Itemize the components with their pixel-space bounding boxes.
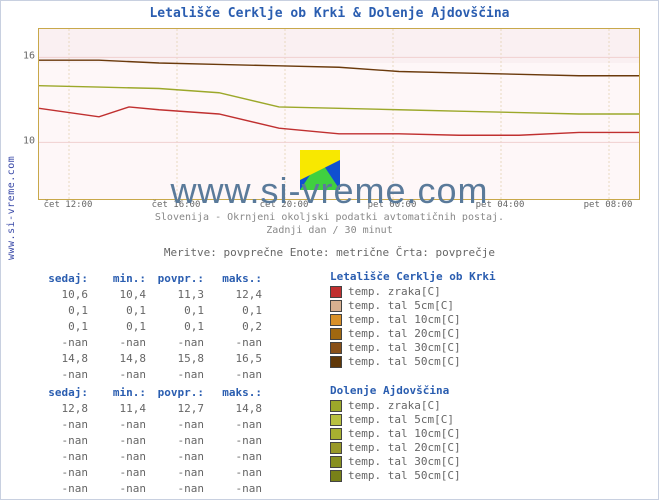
legend-label: temp. tal 10cm[C]	[348, 427, 461, 441]
watermark-icon	[300, 150, 340, 190]
col-povpr: povpr.:	[156, 386, 212, 400]
table-row: 0,10,10,10,1	[40, 304, 270, 318]
table-row: -nan-nan-nan-nan	[40, 434, 270, 448]
legend-row: temp. tal 20cm[C]	[330, 441, 461, 455]
legend-row: temp. tal 20cm[C]	[330, 327, 496, 341]
legend-swatch	[330, 400, 342, 412]
legend-label: temp. zraka[C]	[348, 399, 441, 413]
col-maks: maks.:	[214, 272, 270, 286]
meta-line: Meritve: povprečne Enote: metrične Črta:…	[0, 246, 659, 259]
legend-row: temp. tal 50cm[C]	[330, 469, 461, 483]
legend-swatch	[330, 470, 342, 482]
col-min: min.:	[98, 386, 154, 400]
legend-row: temp. tal 10cm[C]	[330, 313, 496, 327]
legend-swatch	[330, 300, 342, 312]
table-row: -nan-nan-nan-nan	[40, 418, 270, 432]
x-tick: čet 20:00	[260, 200, 309, 210]
legend-swatch	[330, 414, 342, 426]
legend-swatch	[330, 342, 342, 354]
y-tick: 10	[23, 136, 35, 147]
x-tick: pet 04:00	[476, 200, 525, 210]
col-min: min.:	[98, 272, 154, 286]
table-row: -nan-nan-nan-nan	[40, 482, 270, 496]
legend-swatch	[330, 286, 342, 298]
legend-swatch	[330, 428, 342, 440]
table-row: 12,811,412,714,8	[40, 402, 270, 416]
col-sedaj: sedaj:	[40, 386, 96, 400]
legend-row: temp. tal 5cm[C]	[330, 299, 496, 313]
legend-row: temp. tal 30cm[C]	[330, 455, 461, 469]
table-row: -nan-nan-nan-nan	[40, 450, 270, 464]
legend-swatch	[330, 314, 342, 326]
legend-swatch	[330, 456, 342, 468]
y-tick: 16	[23, 51, 35, 62]
station1-table: sedaj: min.: povpr.: maks.: 10,610,411,3…	[38, 270, 272, 384]
x-tick: čet 12:00	[44, 200, 93, 210]
x-tick: pet 08:00	[584, 200, 633, 210]
chart-title: Letališče Cerklje ob Krki & Dolenje Ajdo…	[0, 6, 659, 21]
legend-label: temp. tal 20cm[C]	[348, 441, 461, 455]
footer-range: Zadnji dan / 30 minut	[0, 225, 659, 236]
station-name: Dolenje Ajdovščina	[330, 384, 461, 398]
footer-source: Slovenija - Okrnjeni okoljski podatki av…	[0, 212, 659, 223]
x-tick: pet 00:00	[368, 200, 417, 210]
legend-label: temp. tal 50cm[C]	[348, 469, 461, 483]
legend-swatch	[330, 328, 342, 340]
legend-row: temp. tal 30cm[C]	[330, 341, 496, 355]
site-link-vertical[interactable]: www.si-vreme.com	[6, 156, 17, 260]
legend-label: temp. zraka[C]	[348, 285, 441, 299]
table-row: -nan-nan-nan-nan	[40, 368, 270, 382]
legend-row: temp. tal 5cm[C]	[330, 413, 461, 427]
col-sedaj: sedaj:	[40, 272, 96, 286]
legend-label: temp. tal 20cm[C]	[348, 327, 461, 341]
station2-legend: Dolenje Ajdovščina temp. zraka[C] temp. …	[330, 384, 461, 483]
legend-row: temp. zraka[C]	[330, 399, 461, 413]
legend-label: temp. tal 30cm[C]	[348, 455, 461, 469]
legend-row: temp. zraka[C]	[330, 285, 496, 299]
table-row: 0,10,10,10,2	[40, 320, 270, 334]
legend-label: temp. tal 50cm[C]	[348, 355, 461, 369]
legend-label: temp. tal 5cm[C]	[348, 299, 454, 313]
legend-swatch	[330, 442, 342, 454]
legend-label: temp. tal 30cm[C]	[348, 341, 461, 355]
legend-swatch	[330, 356, 342, 368]
table-row: -nan-nan-nan-nan	[40, 336, 270, 350]
legend-label: temp. tal 10cm[C]	[348, 313, 461, 327]
x-tick: čet 16:00	[152, 200, 201, 210]
table-row: -nan-nan-nan-nan	[40, 466, 270, 480]
station1-legend: Letališče Cerklje ob Krki temp. zraka[C]…	[330, 270, 496, 369]
table-row: 14,814,815,816,5	[40, 352, 270, 366]
station-name: Letališče Cerklje ob Krki	[330, 270, 496, 284]
col-povpr: povpr.:	[156, 272, 212, 286]
station2-table: sedaj: min.: povpr.: maks.: 12,811,412,7…	[38, 384, 272, 498]
table-row: 10,610,411,312,4	[40, 288, 270, 302]
legend-row: temp. tal 10cm[C]	[330, 427, 461, 441]
col-maks: maks.:	[214, 386, 270, 400]
legend-row: temp. tal 50cm[C]	[330, 355, 496, 369]
legend-label: temp. tal 5cm[C]	[348, 413, 454, 427]
